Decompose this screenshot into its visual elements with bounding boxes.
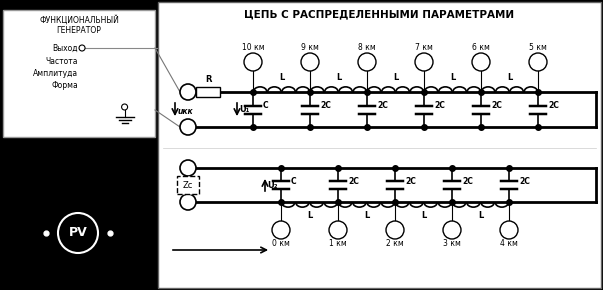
Text: Zc: Zc — [183, 180, 193, 189]
Text: 2C: 2C — [491, 101, 502, 110]
Text: L: L — [307, 211, 312, 220]
Circle shape — [180, 119, 196, 135]
Text: Амплитуда: Амплитуда — [33, 70, 78, 79]
Text: 3 км: 3 км — [443, 240, 461, 249]
Circle shape — [180, 84, 196, 100]
Text: 7 км: 7 км — [415, 44, 433, 52]
Text: 2 км: 2 км — [386, 240, 404, 249]
Text: 2C: 2C — [320, 101, 331, 110]
Text: Форма: Форма — [51, 81, 78, 90]
Text: 2C: 2C — [462, 177, 473, 186]
Text: L: L — [478, 211, 483, 220]
Text: 2C: 2C — [519, 177, 530, 186]
Text: 6 км: 6 км — [472, 44, 490, 52]
Circle shape — [180, 194, 196, 210]
Text: C: C — [263, 101, 268, 110]
Circle shape — [79, 45, 85, 51]
Circle shape — [500, 221, 518, 239]
Circle shape — [443, 221, 461, 239]
Text: ЦЕПЬ С РАСПРЕДЕЛЕННЫМИ ПАРАМЕТРАМИ: ЦЕПЬ С РАСПРЕДЕЛЕННЫМИ ПАРАМЕТРАМИ — [244, 9, 514, 19]
Text: 5 км: 5 км — [529, 44, 547, 52]
Text: U₂: U₂ — [267, 180, 277, 189]
Text: R: R — [205, 75, 211, 84]
Circle shape — [329, 221, 347, 239]
Text: C: C — [291, 177, 297, 186]
Text: L: L — [336, 73, 341, 82]
Text: 2C: 2C — [348, 177, 359, 186]
Circle shape — [244, 53, 262, 71]
Circle shape — [415, 53, 433, 71]
Text: Выход: Выход — [52, 44, 78, 52]
Circle shape — [358, 53, 376, 71]
Text: 10 км: 10 км — [242, 44, 264, 52]
Text: 2C: 2C — [377, 101, 388, 110]
Circle shape — [386, 221, 404, 239]
Text: L: L — [507, 73, 512, 82]
Text: L: L — [421, 211, 426, 220]
Circle shape — [122, 104, 128, 110]
Bar — [196, 87, 220, 97]
Text: uкк: uкк — [178, 107, 194, 116]
Text: 2C: 2C — [434, 101, 445, 110]
Text: ФУНКЦИОНАЛЬНЫЙ
ГЕНЕРАТОР: ФУНКЦИОНАЛЬНЫЙ ГЕНЕРАТОР — [39, 15, 119, 35]
Circle shape — [180, 160, 196, 176]
Text: 8 км: 8 км — [358, 44, 376, 52]
Text: L: L — [450, 73, 455, 82]
Text: L: L — [364, 211, 369, 220]
Text: 4 км: 4 км — [500, 240, 518, 249]
Text: 0 км: 0 км — [272, 240, 290, 249]
Text: 1 км: 1 км — [329, 240, 347, 249]
Text: L: L — [393, 73, 398, 82]
Text: 2C: 2C — [405, 177, 416, 186]
Circle shape — [529, 53, 547, 71]
Text: L: L — [279, 73, 284, 82]
Circle shape — [58, 213, 98, 253]
Circle shape — [272, 221, 290, 239]
Text: PV: PV — [69, 226, 87, 240]
Text: Частота: Частота — [46, 57, 78, 66]
Bar — [177, 176, 199, 194]
Bar — [158, 2, 601, 288]
Bar — [3, 10, 155, 137]
Circle shape — [301, 53, 319, 71]
Circle shape — [472, 53, 490, 71]
Text: 2C: 2C — [548, 101, 559, 110]
Text: U₁: U₁ — [239, 105, 250, 114]
Text: 9 км: 9 км — [301, 44, 319, 52]
